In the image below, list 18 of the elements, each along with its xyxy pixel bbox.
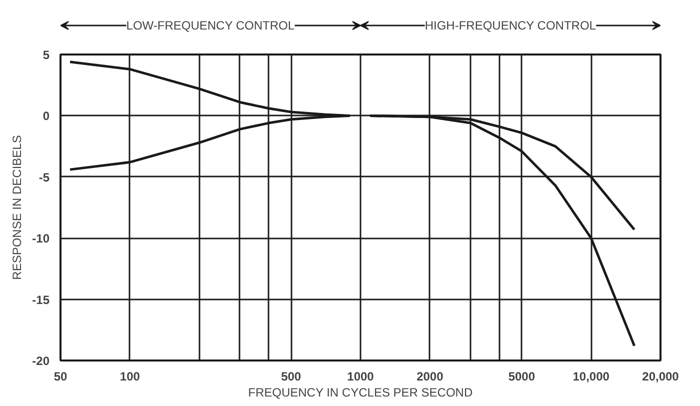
y-tick-label: -20 bbox=[32, 354, 50, 368]
y-tick-label: 5 bbox=[42, 48, 50, 62]
x-tick-label: 2000 bbox=[416, 370, 444, 384]
y-tick-label: -15 bbox=[32, 292, 50, 307]
x-tick-label: 500 bbox=[281, 370, 302, 384]
x-tick-label: 20,000 bbox=[642, 370, 680, 384]
y-axis-title: RESPONSE IN DECIBELS bbox=[10, 135, 24, 280]
x-tick-label: 10,000 bbox=[572, 370, 610, 384]
y-tick-label: -5 bbox=[38, 170, 50, 184]
x-tick-label: 1000 bbox=[347, 370, 374, 384]
text: HIGH-FREQUENCY CONTROL bbox=[424, 18, 596, 32]
x-axis-title: FREQUENCY IN CYCLES PER SECOND bbox=[248, 386, 473, 400]
x-tick-label: 100 bbox=[120, 370, 140, 384]
x-tick-label: 50 bbox=[54, 370, 68, 384]
y-tick-label: -10 bbox=[32, 232, 50, 246]
x-tick-label: 5000 bbox=[508, 370, 536, 384]
text: LOW-FREQUENCY CONTROL bbox=[126, 18, 295, 32]
y-tick-label: 0 bbox=[42, 109, 50, 124]
